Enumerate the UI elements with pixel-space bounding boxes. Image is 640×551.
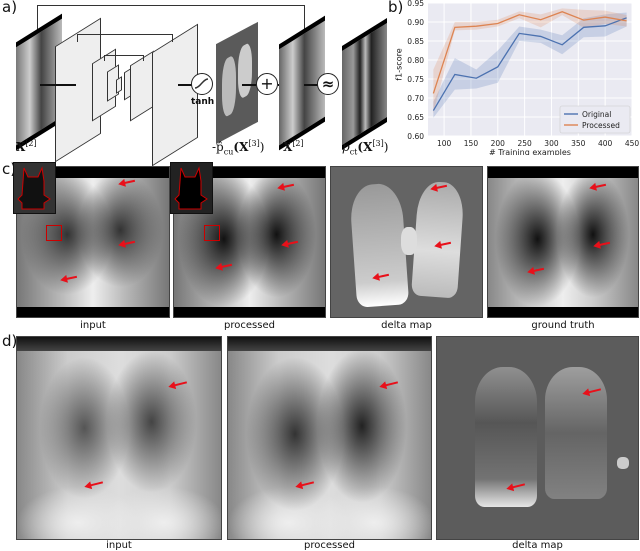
d-processed-image — [227, 336, 432, 540]
d-caption-delta-map: delta map — [512, 540, 563, 551]
svg-text:Processed: Processed — [582, 121, 620, 130]
svg-text:0.70: 0.70 — [407, 94, 424, 103]
arrow-icon — [383, 381, 399, 387]
svg-text:300: 300 — [544, 139, 559, 148]
d-caption-processed: processed — [304, 540, 355, 551]
c-caption-input: input — [80, 320, 106, 331]
arrow-icon — [281, 183, 295, 189]
delta-label: -p̂cu(X[3]) — [212, 139, 265, 157]
panel-label-a: a) — [2, 0, 18, 16]
arrow-icon — [299, 481, 315, 487]
svg-text:0.85: 0.85 — [407, 37, 424, 46]
panel-label-d: d) — [2, 332, 18, 350]
input-line — [40, 84, 76, 86]
c-input-inset — [13, 162, 56, 214]
svg-text:0.65: 0.65 — [407, 113, 424, 122]
target-xray-image — [342, 17, 387, 151]
arrow-icon — [88, 481, 104, 487]
svg-text:0.95: 0.95 — [407, 0, 424, 8]
decoder-layer-1 — [152, 23, 198, 167]
skip-line-2 — [104, 55, 144, 61]
arrow-icon — [122, 179, 136, 185]
arrow-icon — [285, 240, 299, 246]
c-ground-truth-image — [487, 166, 639, 318]
skip-connection-line — [37, 5, 305, 33]
d-input-image — [16, 336, 222, 540]
plus-line-in — [242, 84, 256, 86]
zoom-region-box — [46, 225, 62, 241]
svg-text:450: 450 — [625, 139, 640, 148]
d-caption-input: input — [106, 540, 132, 551]
d-delta-map-image — [436, 336, 639, 540]
svg-text:0.90: 0.90 — [407, 18, 424, 27]
arrow-icon — [593, 183, 607, 189]
panel-label-b: b) — [388, 0, 404, 16]
tanh-icon — [191, 73, 213, 95]
svg-text:200: 200 — [491, 139, 506, 148]
arrow-icon — [597, 241, 611, 247]
skip-label: X[2] — [283, 139, 304, 154]
approx-line — [304, 84, 318, 86]
bottleneck-layer — [116, 76, 122, 94]
panel-label-c: c) — [2, 160, 17, 178]
plus-icon: + — [256, 73, 278, 95]
c-caption-ground-truth: ground truth — [531, 320, 595, 331]
arrow-icon — [64, 275, 78, 281]
svg-text:250: 250 — [517, 139, 532, 148]
svg-text:0.60: 0.60 — [407, 132, 424, 141]
svg-text:150: 150 — [464, 139, 479, 148]
svg-text:350: 350 — [571, 139, 586, 148]
tanh-label: tanh — [191, 97, 215, 107]
arrow-icon — [219, 263, 233, 269]
c-caption-delta-map: delta map — [381, 320, 432, 331]
svg-text:Original: Original — [582, 110, 611, 119]
delta-map-thumbnail — [216, 21, 258, 145]
c-caption-processed: processed — [224, 320, 275, 331]
input-label: X[2] — [16, 139, 37, 154]
skip-line-1 — [77, 34, 173, 42]
c-processed-inset — [170, 162, 213, 214]
svg-text:0.80: 0.80 — [407, 56, 424, 65]
approx-icon: ≈ — [317, 73, 339, 95]
output-line — [178, 84, 192, 86]
arrow-icon — [122, 240, 136, 246]
zoom-region-box — [204, 225, 220, 241]
c-delta-map-image — [330, 166, 483, 318]
svg-text:# Training examples: # Training examples — [489, 148, 571, 155]
svg-text:100: 100 — [437, 139, 452, 148]
arrow-icon — [531, 267, 545, 273]
svg-text:0.75: 0.75 — [407, 75, 424, 84]
svg-text:400: 400 — [598, 139, 613, 148]
decoder-layer-2 — [130, 50, 154, 122]
target-label: pct(X[3]) — [342, 139, 389, 157]
arrow-icon — [172, 381, 188, 387]
f1-score-chart: 0.60 0.65 0.70 0.75 0.80 0.85 0.90 0.95 100 150 20… — [407, 0, 640, 155]
